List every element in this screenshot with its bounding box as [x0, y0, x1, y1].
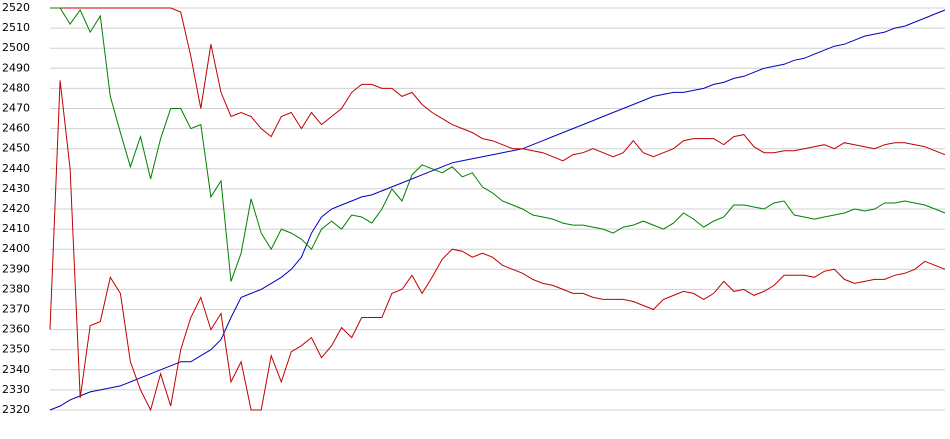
y-tick-label: 2520: [2, 1, 30, 14]
y-tick-label: 2390: [2, 262, 30, 275]
y-tick-label: 2400: [2, 242, 30, 255]
y-tick-label: 2460: [2, 122, 30, 135]
series-line: [50, 7, 946, 282]
y-tick-label: 2490: [2, 61, 30, 74]
y-tick-label: 2340: [2, 363, 30, 376]
y-tick-label: 2430: [2, 182, 30, 195]
y-tick-label: 2440: [2, 162, 30, 175]
y-tick-label: 2450: [2, 142, 30, 155]
series-line: [49, 80, 946, 412]
y-tick-label: 2320: [2, 403, 30, 416]
y-tick-label: 2380: [2, 282, 30, 295]
y-tick-label: 2500: [2, 41, 30, 54]
series-line: [50, 7, 946, 162]
series-line: [49, 9, 946, 411]
y-tick-label: 2420: [2, 202, 30, 215]
y-tick-label: 2410: [2, 222, 30, 235]
y-tick-label: 2470: [2, 102, 30, 115]
y-tick-label: 2510: [2, 21, 30, 34]
y-tick-label: 2350: [2, 343, 30, 356]
y-tick-label: 2480: [2, 81, 30, 94]
y-tick-label: 2360: [2, 323, 30, 336]
y-tick-label: 2370: [2, 303, 30, 316]
y-tick-label: 2330: [2, 383, 30, 396]
